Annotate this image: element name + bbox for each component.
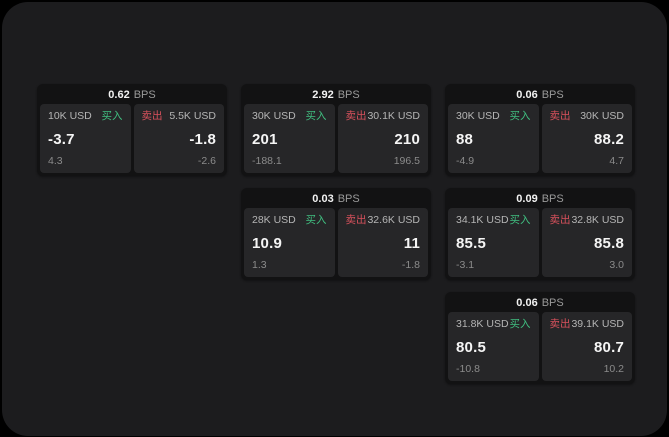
buy-delta: -3.1 (456, 259, 475, 271)
buy-panel[interactable]: 34.1K USD 买入 85.5 -3.1 (448, 208, 539, 277)
buy-panel[interactable]: 28K USD 买入 10.9 1.3 (244, 208, 335, 277)
bps-unit: BPS (337, 193, 360, 205)
buy-button[interactable]: 买入 (305, 214, 327, 226)
buy-price: 88 (456, 130, 474, 148)
sell-delta: 10.2 (603, 363, 624, 375)
sell-price: -1.8 (189, 130, 216, 148)
sell-delta: 4.7 (609, 155, 624, 167)
sell-panel[interactable]: 卖出 39.1K USD 80.7 10.2 (541, 312, 632, 381)
quote-card: 0.06 BPS 31.8K USD 买入 80.5 -10.8 卖出 39.1… (445, 292, 635, 384)
sell-amount: 30K USD (580, 110, 624, 122)
sell-amount: 32.6K USD (367, 214, 420, 226)
buy-price: -3.7 (48, 130, 75, 148)
sell-amount: 39.1K USD (571, 318, 624, 330)
sell-button[interactable]: 卖出 (549, 110, 571, 122)
buy-delta: -4.9 (456, 155, 475, 167)
bps-unit: BPS (337, 89, 360, 101)
sell-panel[interactable]: 卖出 5.5K USD -1.8 -2.6 (133, 104, 224, 173)
buy-delta: 1.3 (252, 259, 267, 271)
sell-delta: 3.0 (609, 259, 624, 271)
sell-button[interactable]: 卖出 (345, 110, 367, 122)
buy-price: 10.9 (252, 234, 282, 252)
sell-panel[interactable]: 卖出 32.8K USD 85.8 3.0 (541, 208, 632, 277)
sell-amount: 30.1K USD (367, 110, 420, 122)
buy-price: 201 (252, 130, 278, 148)
buy-button[interactable]: 买入 (305, 110, 327, 122)
quote-card: 0.62 BPS 10K USD 买入 -3.7 4.3 卖出 5.5K USD… (37, 84, 227, 176)
sell-button[interactable]: 卖出 (141, 110, 163, 122)
buy-amount: 30K USD (456, 110, 500, 122)
sell-price: 210 (394, 130, 420, 148)
sell-amount: 5.5K USD (169, 110, 216, 122)
bps-unit: BPS (541, 297, 564, 309)
buy-panel[interactable]: 31.8K USD 买入 80.5 -10.8 (448, 312, 539, 381)
bps-unit: BPS (541, 89, 564, 101)
buy-amount: 10K USD (48, 110, 92, 122)
sell-delta: -1.8 (401, 259, 420, 271)
buy-amount: 28K USD (252, 214, 296, 226)
buy-panel[interactable]: 10K USD 买入 -3.7 4.3 (40, 104, 131, 173)
buy-price: 80.5 (456, 338, 486, 356)
buy-amount: 34.1K USD (456, 214, 509, 226)
buy-price: 85.5 (456, 234, 486, 252)
card-header: 0.62 BPS (40, 86, 224, 104)
sell-button[interactable]: 卖出 (549, 318, 571, 330)
sell-panel[interactable]: 卖出 30.1K USD 210 196.5 (337, 104, 428, 173)
sell-button[interactable]: 卖出 (549, 214, 571, 226)
bps-value: 0.09 (516, 193, 538, 205)
buy-panel[interactable]: 30K USD 买入 88 -4.9 (448, 104, 539, 173)
quote-card: 0.06 BPS 30K USD 买入 88 -4.9 卖出 30K USD 8… (445, 84, 635, 176)
sell-price: 80.7 (594, 338, 624, 356)
bps-unit: BPS (541, 193, 564, 205)
sell-delta: 196.5 (393, 155, 420, 167)
bps-value: 0.03 (312, 193, 334, 205)
sell-amount: 32.8K USD (571, 214, 624, 226)
sell-panel[interactable]: 卖出 30K USD 88.2 4.7 (541, 104, 632, 173)
card-header: 0.09 BPS (448, 190, 632, 208)
quote-card: 0.03 BPS 28K USD 买入 10.9 1.3 卖出 32.6K US… (241, 188, 431, 280)
quote-card: 0.09 BPS 34.1K USD 买入 85.5 -3.1 卖出 32.8K… (445, 188, 635, 280)
card-header: 0.06 BPS (448, 294, 632, 312)
sell-price: 11 (403, 234, 420, 252)
buy-button[interactable]: 买入 (509, 318, 531, 330)
bps-value: 0.62 (108, 89, 130, 101)
bps-unit: BPS (133, 89, 156, 101)
buy-delta: -10.8 (456, 363, 480, 375)
bps-value: 2.92 (312, 89, 334, 101)
buy-delta: -188.1 (252, 155, 282, 167)
quote-card: 2.92 BPS 30K USD 买入 201 -188.1 卖出 30.1K … (241, 84, 431, 176)
card-header: 0.03 BPS (244, 190, 428, 208)
buy-amount: 31.8K USD (456, 318, 509, 330)
buy-button[interactable]: 买入 (101, 110, 123, 122)
card-header: 2.92 BPS (244, 86, 428, 104)
sell-delta: -2.6 (197, 155, 216, 167)
sell-button[interactable]: 卖出 (345, 214, 367, 226)
sell-panel[interactable]: 卖出 32.6K USD 11 -1.8 (337, 208, 428, 277)
bps-value: 0.06 (516, 89, 538, 101)
card-header: 0.06 BPS (448, 86, 632, 104)
bps-value: 0.06 (516, 297, 538, 309)
buy-amount: 30K USD (252, 110, 296, 122)
sell-price: 85.8 (594, 234, 624, 252)
buy-panel[interactable]: 30K USD 买入 201 -188.1 (244, 104, 335, 173)
buy-delta: 4.3 (48, 155, 63, 167)
buy-button[interactable]: 买入 (509, 214, 531, 226)
sell-price: 88.2 (594, 130, 624, 148)
buy-button[interactable]: 买入 (509, 110, 531, 122)
